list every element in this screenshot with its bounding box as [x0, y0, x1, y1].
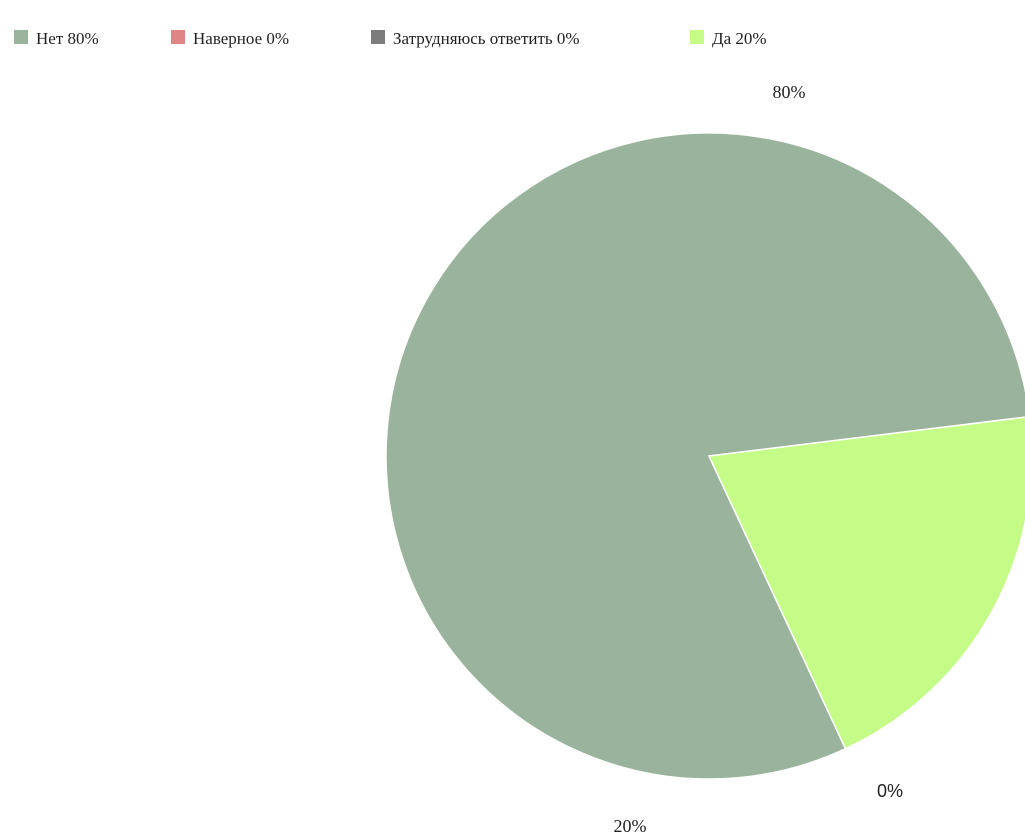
- data-labels: 80% 0% 20%: [614, 82, 904, 836]
- legend-entry-1: Наверное 0%: [193, 29, 289, 48]
- header-band: [0, 0, 1025, 10]
- data-label-0: 80%: [773, 82, 806, 102]
- legend-entry-2: Затрудняюсь ответить 0%: [393, 29, 580, 48]
- pie-slices: [385, 132, 1025, 780]
- legend-swatch-1: [171, 30, 185, 44]
- data-label-3: 20%: [614, 816, 647, 836]
- legend: Нет 80% Наверное 0% Затрудняюсь ответить 0…: [14, 29, 767, 48]
- pie-slice-3: [707, 416, 1025, 750]
- legend-swatch-0: [14, 30, 28, 44]
- legend-entry-3: Да 20%: [712, 29, 767, 48]
- legend-swatch-2: [371, 30, 385, 44]
- data-label-2: 0%: [877, 781, 903, 801]
- legend-swatch-3: [690, 30, 704, 44]
- legend-entry-0: Нет 80%: [36, 29, 99, 48]
- pie-slice-0: [385, 132, 1025, 780]
